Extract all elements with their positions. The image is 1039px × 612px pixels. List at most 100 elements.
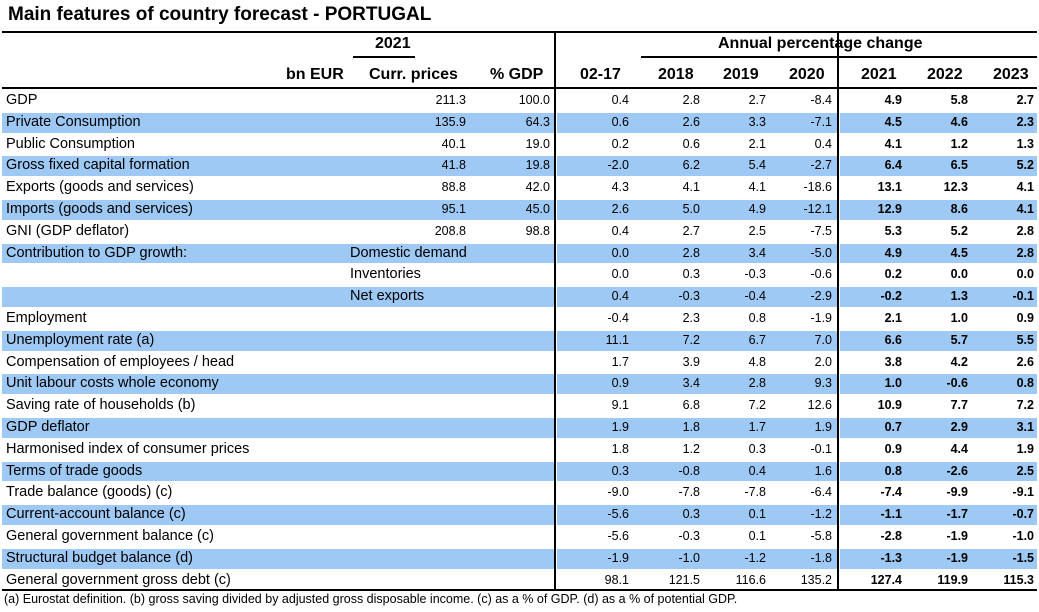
cell-2019: 1.7 bbox=[748, 419, 766, 434]
table-row: GDP 211.3 100.0 0.4 2.8 2.7 -8.4 4.9 5.8 2.7 bbox=[0, 90, 1039, 112]
cell-2022: 0.0 bbox=[950, 267, 968, 282]
cell-2021: -7.4 bbox=[880, 485, 902, 500]
cell-curr-prices: 135.9 bbox=[434, 114, 466, 129]
table-row: Exports (goods and services) 88.8 42.0 4.3 4… bbox=[0, 177, 1039, 199]
cell-02-17: 1.8 bbox=[611, 441, 629, 456]
cell-2019: -7.8 bbox=[744, 485, 766, 500]
col-curr-prices: Curr. prices bbox=[369, 66, 458, 83]
cell-2021: 4.9 bbox=[884, 93, 902, 107]
table-row: Structural budget balance (d) -1.9 -1.0 -1.… bbox=[0, 548, 1039, 570]
cell-2021: 4.9 bbox=[884, 245, 902, 260]
cell-pct-gdp: 19.0 bbox=[525, 136, 550, 151]
cell-2022: 2.9 bbox=[950, 419, 968, 434]
col-02-17: 02-17 bbox=[580, 66, 621, 83]
cell-2022: -1.9 bbox=[946, 550, 968, 565]
cell-2019: 2.7 bbox=[748, 93, 766, 107]
cell-2020: -2.7 bbox=[810, 158, 832, 173]
table-row: Contribution to GDP growth: Domestic dema… bbox=[0, 243, 1039, 265]
cell-2023: 0.0 bbox=[1016, 267, 1034, 282]
cell-02-17: 0.0 bbox=[611, 245, 629, 260]
cell-2022: 1.2 bbox=[950, 136, 968, 151]
cell-2022: 4.5 bbox=[950, 245, 968, 260]
row-band bbox=[2, 199, 554, 220]
table-row: Saving rate of households (b) 9.1 6.8 7.2 12… bbox=[0, 395, 1039, 417]
row-label: Contribution to GDP growth: bbox=[6, 244, 188, 261]
cell-2022: -0.6 bbox=[946, 376, 968, 391]
row-band bbox=[2, 505, 554, 525]
row-band bbox=[840, 374, 1037, 395]
cell-2021: -2.8 bbox=[880, 528, 902, 543]
cell-02-17: 98.1 bbox=[604, 572, 629, 587]
cell-2022: -1.9 bbox=[946, 528, 968, 543]
cell-2021: 0.8 bbox=[884, 463, 902, 478]
cell-02-17: -9.0 bbox=[607, 485, 629, 500]
cell-2018: 5.0 bbox=[682, 201, 700, 216]
cell-2018: 2.8 bbox=[682, 93, 700, 107]
cell-curr-prices: 211.3 bbox=[435, 93, 466, 107]
row-band bbox=[2, 374, 554, 395]
header-group-row: 2021 Annual percentage change bbox=[0, 33, 1039, 60]
cell-2021: 4.1 bbox=[884, 136, 902, 151]
row-band bbox=[840, 417, 1037, 438]
cell-2020: -1.9 bbox=[810, 310, 832, 325]
cell-2020: -5.8 bbox=[810, 528, 832, 543]
row-label: Structural budget balance (d) bbox=[6, 549, 193, 566]
cell-pct-gdp: 100.0 bbox=[518, 93, 550, 107]
cell-2018: 3.4 bbox=[682, 376, 700, 391]
cell-2019: 2.1 bbox=[748, 136, 766, 151]
cell-02-17: -5.6 bbox=[607, 528, 629, 543]
row-band bbox=[557, 112, 837, 133]
row-label: Imports (goods and services) bbox=[6, 200, 193, 217]
cell-2023: 2.7 bbox=[1016, 93, 1034, 107]
cell-2022: -1.7 bbox=[946, 507, 968, 522]
cell-2019: 2.5 bbox=[748, 223, 766, 238]
cell-2021: 1.0 bbox=[884, 376, 902, 391]
cell-2021: 3.8 bbox=[884, 354, 902, 369]
cell-02-17: -5.6 bbox=[607, 507, 629, 522]
cell-2023: 2.8 bbox=[1016, 223, 1034, 238]
cell-2019: -0.4 bbox=[744, 289, 766, 304]
cell-2021: -1.3 bbox=[880, 550, 902, 565]
cell-02-17: 0.4 bbox=[611, 93, 629, 107]
row-label: Harmonised index of consumer prices bbox=[6, 440, 250, 457]
row-band bbox=[2, 156, 554, 177]
cell-02-17: 1.9 bbox=[611, 419, 629, 434]
cell-2022: 1.3 bbox=[950, 289, 968, 304]
row-sublabel: Domestic demand bbox=[350, 244, 467, 261]
row-band bbox=[2, 461, 554, 482]
table-row: Harmonised index of consumer prices 1.8 1.… bbox=[0, 439, 1039, 461]
cell-2018: 7.2 bbox=[682, 332, 700, 347]
row-band bbox=[840, 330, 1037, 351]
row-band bbox=[840, 156, 1037, 177]
cell-2023: 1.3 bbox=[1016, 136, 1034, 151]
cell-02-17: 0.6 bbox=[611, 114, 629, 129]
cell-2020: -0.1 bbox=[810, 441, 832, 456]
cell-2019: 3.3 bbox=[748, 114, 766, 129]
cell-02-17: 0.4 bbox=[611, 223, 629, 238]
table-row: Unemployment rate (a) 11.1 7.2 6.7 7.0 6.6 5.7… bbox=[0, 330, 1039, 352]
cell-2020: -1.2 bbox=[810, 507, 832, 522]
cell-2021: 13.1 bbox=[877, 180, 902, 195]
table-row: GNI (GDP deflator) 208.8 98.8 0.4 2.7 2.5 -7.5… bbox=[0, 221, 1039, 243]
cell-2019: 0.1 bbox=[748, 528, 766, 543]
cell-02-17: 2.6 bbox=[611, 201, 629, 216]
row-band bbox=[2, 243, 554, 264]
cell-2022: 4.4 bbox=[950, 441, 968, 456]
cell-2018: 6.8 bbox=[682, 398, 700, 413]
cell-pct-gdp: 42.0 bbox=[525, 180, 550, 195]
cell-2021: 10.9 bbox=[877, 398, 902, 413]
cell-2022: -9.9 bbox=[946, 485, 968, 500]
cell-2019: 3.4 bbox=[748, 245, 766, 260]
row-band bbox=[557, 548, 837, 569]
cell-2023: 5.2 bbox=[1016, 158, 1034, 173]
cell-2022: 6.5 bbox=[950, 158, 968, 173]
row-band bbox=[840, 199, 1037, 220]
cell-2018: -0.3 bbox=[678, 528, 700, 543]
cell-02-17: -2.0 bbox=[607, 158, 629, 173]
row-sublabel: Net exports bbox=[350, 288, 425, 305]
cell-2019: 0.1 bbox=[748, 507, 766, 522]
row-band bbox=[557, 330, 837, 351]
cell-2018: 0.3 bbox=[682, 267, 700, 282]
cell-2020: 2.0 bbox=[814, 354, 832, 369]
cell-2023: -0.7 bbox=[1012, 507, 1034, 522]
